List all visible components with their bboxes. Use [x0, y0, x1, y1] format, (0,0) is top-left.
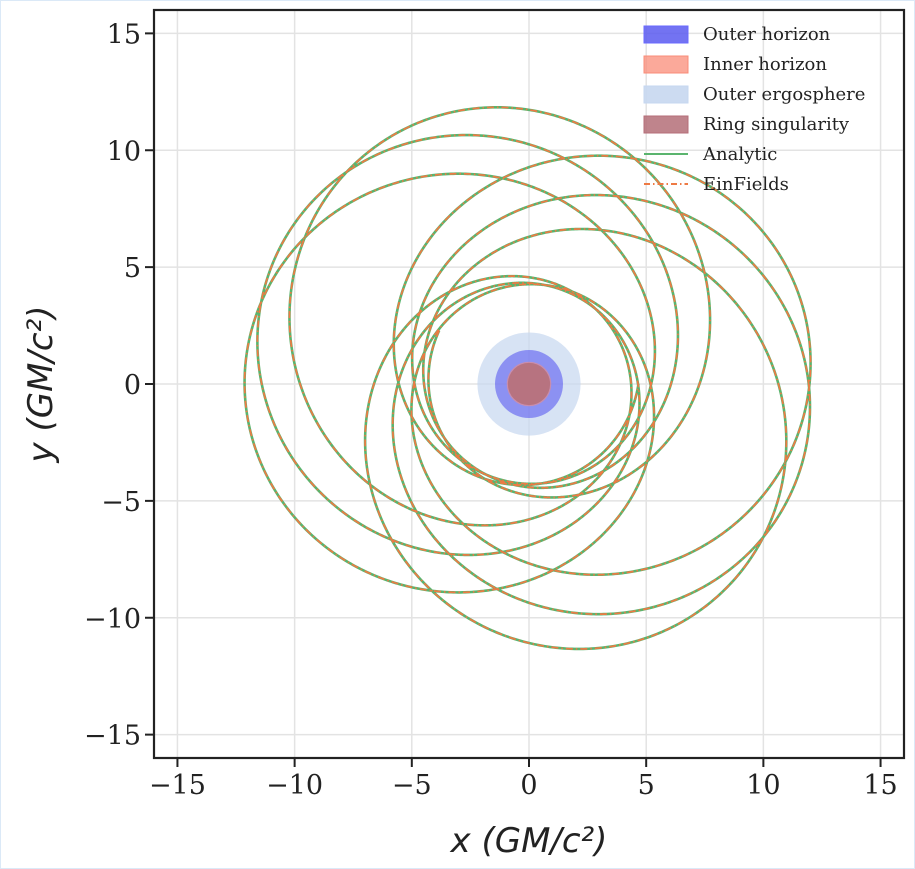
x-tick-label-2: −5: [392, 770, 432, 801]
y-tick-label-2: −5: [101, 487, 141, 518]
tick-layer: −15 −10 −5 0 5 10 15 −15 −10 −5 0 5 10 15: [84, 19, 898, 801]
y-tick-label-4: 5: [124, 253, 141, 284]
legend-swatch-outer-ergosphere: [643, 85, 689, 104]
x-tick-label-3: 0: [520, 770, 537, 801]
x-tick-label-0: −15: [149, 770, 206, 801]
x-axis-label: x (GM/c²): [450, 821, 608, 861]
legend-label-ring-singularity: Ring singularity: [703, 114, 850, 135]
legend-label-outer-ergosphere: Outer ergosphere: [703, 84, 865, 105]
y-tick-label-5: 10: [107, 136, 141, 167]
y-tick-label-1: −10: [84, 604, 141, 635]
region-layer: [477, 332, 581, 436]
legend-swatch-ring-singularity: [643, 115, 689, 134]
legend-swatch-inner-horizon: [643, 55, 689, 74]
y-tick-label-6: 15: [107, 19, 141, 50]
x-tick-label-5: 10: [746, 770, 780, 801]
series-einfields: [243, 106, 812, 650]
y-axis-label: y (GM/c²): [21, 306, 61, 464]
legend-swatch-outer-horizon: [643, 25, 689, 44]
ring-singularity-region: [507, 362, 551, 406]
legend: Outer horizon Inner horizon Outer ergosphe…: [643, 24, 865, 195]
y-tick-label-3: 0: [124, 370, 141, 401]
x-tick-label-1: −10: [266, 770, 323, 801]
x-tick-label-6: 15: [863, 770, 897, 801]
legend-label-einfields: EinFields: [703, 174, 789, 195]
x-tick-label-4: 5: [638, 770, 655, 801]
trajectory-layer: [243, 106, 812, 651]
legend-label-inner-horizon: Inner horizon: [703, 54, 827, 75]
y-tick-label-0: −15: [84, 721, 141, 752]
legend-label-outer-horizon: Outer horizon: [703, 24, 831, 45]
legend-label-analytic: Analytic: [702, 144, 777, 165]
